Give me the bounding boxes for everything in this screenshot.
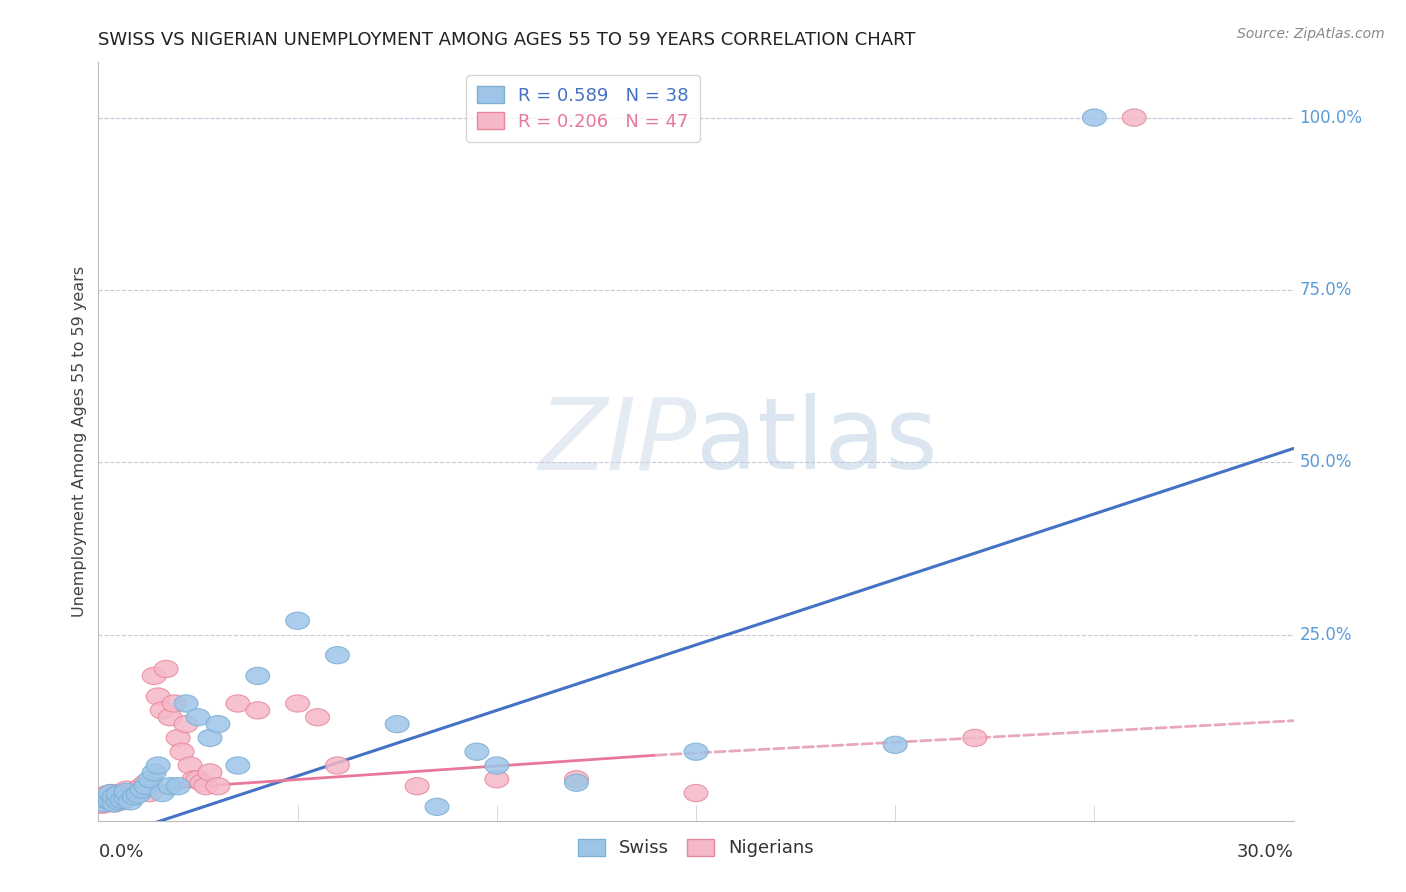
Ellipse shape [94,795,118,812]
Ellipse shape [246,667,270,684]
Ellipse shape [207,778,231,795]
Ellipse shape [186,708,209,726]
Text: 100.0%: 100.0% [1299,109,1362,127]
Ellipse shape [146,688,170,706]
Ellipse shape [107,791,131,808]
Ellipse shape [1083,109,1107,126]
Ellipse shape [103,788,127,805]
Ellipse shape [103,795,127,812]
Ellipse shape [305,708,329,726]
Ellipse shape [90,797,114,814]
Ellipse shape [565,771,589,788]
Ellipse shape [122,788,146,805]
Ellipse shape [1122,109,1146,126]
Ellipse shape [174,695,198,712]
Text: SWISS VS NIGERIAN UNEMPLOYMENT AMONG AGES 55 TO 59 YEARS CORRELATION CHART: SWISS VS NIGERIAN UNEMPLOYMENT AMONG AGE… [98,31,915,49]
Ellipse shape [186,771,209,788]
Ellipse shape [183,771,207,788]
Ellipse shape [565,774,589,791]
Ellipse shape [405,778,429,795]
Ellipse shape [226,757,250,774]
Ellipse shape [107,784,131,802]
Ellipse shape [98,784,122,802]
Ellipse shape [226,695,250,712]
Ellipse shape [198,730,222,747]
Ellipse shape [118,788,142,805]
Ellipse shape [142,667,166,684]
Ellipse shape [685,784,709,802]
Ellipse shape [131,781,155,798]
Text: 75.0%: 75.0% [1299,281,1353,299]
Ellipse shape [98,784,122,802]
Ellipse shape [127,781,150,798]
Ellipse shape [155,660,179,678]
Ellipse shape [131,778,155,795]
Text: 25.0%: 25.0% [1299,625,1353,643]
Ellipse shape [198,764,222,781]
Ellipse shape [103,788,127,805]
Text: 0.0%: 0.0% [98,844,143,862]
Legend: Swiss, Nigerians: Swiss, Nigerians [571,831,821,864]
Ellipse shape [166,778,190,795]
Y-axis label: Unemployment Among Ages 55 to 59 years: Unemployment Among Ages 55 to 59 years [72,266,87,617]
Ellipse shape [114,783,138,800]
Ellipse shape [111,786,135,803]
Ellipse shape [685,743,709,760]
Ellipse shape [326,647,350,664]
Ellipse shape [485,757,509,774]
Ellipse shape [111,793,135,810]
Ellipse shape [207,715,231,732]
Ellipse shape [94,786,118,803]
Ellipse shape [118,793,142,810]
Ellipse shape [103,795,127,812]
Ellipse shape [142,764,166,781]
Ellipse shape [285,612,309,630]
Ellipse shape [159,778,183,795]
Ellipse shape [465,743,489,760]
Ellipse shape [425,798,449,815]
Ellipse shape [138,784,162,802]
Ellipse shape [114,781,138,798]
Text: 50.0%: 50.0% [1299,453,1353,471]
Ellipse shape [111,791,135,808]
Text: atlas: atlas [696,393,938,490]
Ellipse shape [94,791,118,808]
Ellipse shape [883,736,907,754]
Ellipse shape [90,795,114,812]
Ellipse shape [107,786,131,803]
Ellipse shape [166,730,190,747]
Ellipse shape [135,778,159,795]
Ellipse shape [170,743,194,760]
Ellipse shape [326,757,350,774]
Ellipse shape [174,715,198,732]
Ellipse shape [150,784,174,802]
Ellipse shape [122,784,146,802]
Ellipse shape [246,702,270,719]
Ellipse shape [135,774,159,791]
Ellipse shape [385,715,409,732]
Ellipse shape [190,774,214,791]
Ellipse shape [179,757,202,774]
Ellipse shape [114,790,138,807]
Ellipse shape [127,786,150,803]
Ellipse shape [114,790,138,807]
Ellipse shape [98,793,122,810]
Text: ZIP: ZIP [537,393,696,490]
Ellipse shape [285,695,309,712]
Ellipse shape [150,702,174,719]
Ellipse shape [138,771,162,788]
Ellipse shape [963,730,987,747]
Ellipse shape [159,708,183,726]
Ellipse shape [162,695,186,712]
Text: Source: ZipAtlas.com: Source: ZipAtlas.com [1237,27,1385,41]
Ellipse shape [98,793,122,810]
Ellipse shape [194,778,218,795]
Ellipse shape [90,790,114,807]
Ellipse shape [107,793,131,810]
Ellipse shape [146,757,170,774]
Ellipse shape [485,771,509,788]
Text: 30.0%: 30.0% [1237,844,1294,862]
